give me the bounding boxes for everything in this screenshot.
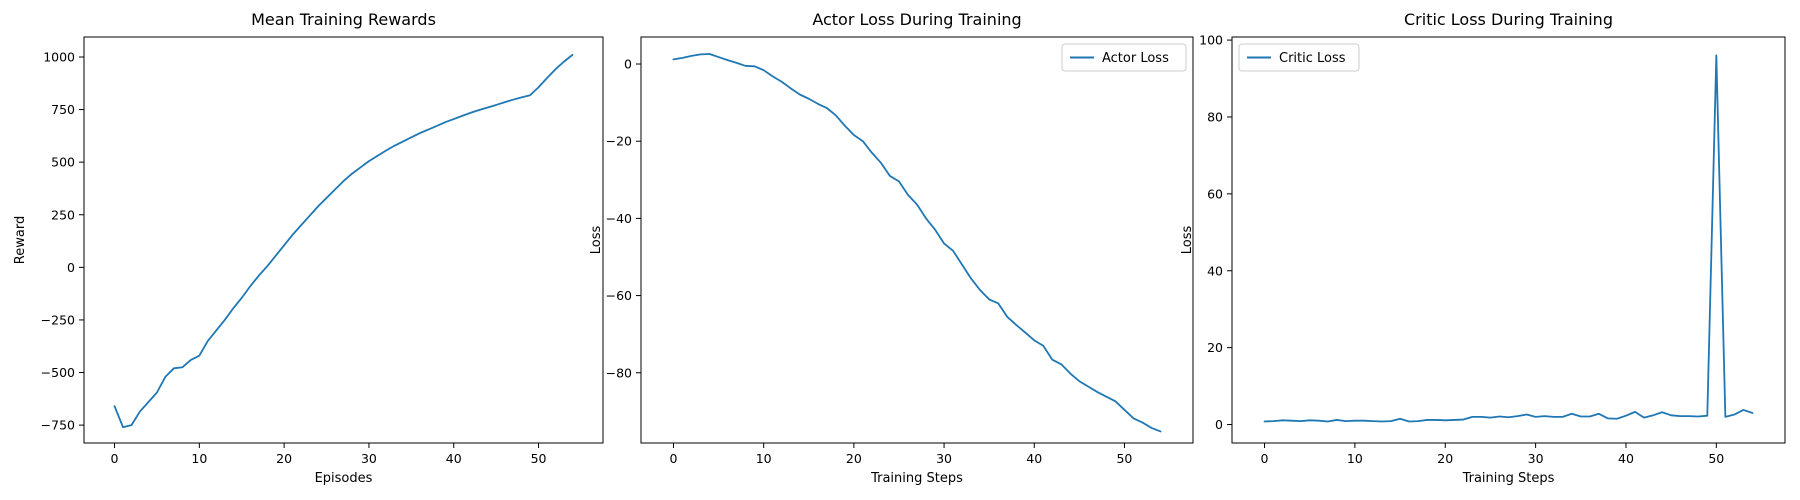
x-tick-label: 40 bbox=[1618, 451, 1634, 466]
y-tick-label: −60 bbox=[606, 288, 632, 303]
x-tick-label: 50 bbox=[531, 451, 547, 466]
y-tick-label: −20 bbox=[606, 134, 632, 149]
x-tick-label: 30 bbox=[361, 451, 377, 466]
legend-label: Critic Loss bbox=[1279, 51, 1346, 66]
y-tick-label: −40 bbox=[606, 211, 632, 226]
x-tick-label: 20 bbox=[276, 451, 292, 466]
x-tick-label: 50 bbox=[1116, 451, 1132, 466]
x-tick-label: 50 bbox=[1708, 451, 1724, 466]
x-axis-label: Episodes bbox=[315, 471, 373, 486]
y-tick-label: −80 bbox=[606, 365, 632, 380]
y-tick-label: 0 bbox=[1215, 417, 1223, 432]
x-tick-label: 40 bbox=[1026, 451, 1042, 466]
x-tick-label: 10 bbox=[191, 451, 207, 466]
y-axis-label: Loss bbox=[1180, 226, 1195, 255]
x-tick-label: 20 bbox=[846, 451, 862, 466]
series-line bbox=[672, 53, 1162, 433]
y-tick-label: 500 bbox=[51, 155, 75, 170]
series-line bbox=[113, 53, 574, 429]
axes-frame bbox=[83, 36, 604, 444]
x-tick-label: 10 bbox=[1347, 451, 1363, 466]
chart-title: Critic Loss During Training bbox=[1404, 10, 1613, 29]
x-tick-label: 0 bbox=[111, 451, 119, 466]
y-axis-label: Loss bbox=[589, 226, 604, 255]
legend: Actor Loss bbox=[1061, 43, 1187, 72]
y-tick-label: 750 bbox=[51, 102, 75, 117]
x-tick-label: 0 bbox=[1261, 451, 1269, 466]
x-axis-label: Training Steps bbox=[870, 471, 963, 486]
chart-panel-2: Actor Loss During Training 0 10 20 30 40 50 −80… bbox=[589, 10, 1194, 486]
y-tick-label: 100 bbox=[1199, 33, 1223, 48]
series-line bbox=[1263, 54, 1754, 423]
y-tick-label: 0 bbox=[67, 260, 75, 275]
x-tick-label: 40 bbox=[446, 451, 462, 466]
legend: Critic Loss bbox=[1238, 43, 1360, 72]
y-tick-label: 60 bbox=[1207, 186, 1223, 201]
y-tick-label: −500 bbox=[41, 365, 75, 380]
chart-panel-3: Critic Loss During Training 0 10 20 30 40 50 0 2… bbox=[1180, 10, 1786, 486]
x-tick-label: 30 bbox=[1528, 451, 1544, 466]
x-tick-label: 0 bbox=[669, 451, 677, 466]
x-axis-label: Training Steps bbox=[1462, 471, 1555, 486]
chart-title: Actor Loss During Training bbox=[812, 10, 1021, 29]
legend-box bbox=[1061, 43, 1187, 72]
axes-frame bbox=[640, 36, 1194, 444]
chart-panel-1: Mean Training Rewards 0 10 20 30 40 50 −750 −500… bbox=[13, 10, 604, 486]
legend-label: Actor Loss bbox=[1102, 51, 1169, 66]
y-tick-label: 1000 bbox=[43, 49, 75, 64]
legend-box bbox=[1238, 43, 1360, 72]
y-tick-label: −750 bbox=[41, 418, 75, 433]
axes-frame bbox=[1231, 36, 1786, 444]
x-tick-label: 20 bbox=[1437, 451, 1453, 466]
y-tick-label: 40 bbox=[1207, 263, 1223, 278]
y-tick-label: 250 bbox=[51, 207, 75, 222]
y-tick-label: −250 bbox=[41, 312, 75, 327]
chart-title: Mean Training Rewards bbox=[251, 10, 436, 29]
y-tick-label: 80 bbox=[1207, 109, 1223, 124]
y-tick-label: 0 bbox=[624, 57, 632, 72]
x-tick-label: 30 bbox=[936, 451, 952, 466]
y-tick-label: 20 bbox=[1207, 340, 1223, 355]
x-tick-label: 10 bbox=[756, 451, 772, 466]
y-axis-label: Reward bbox=[13, 216, 28, 264]
